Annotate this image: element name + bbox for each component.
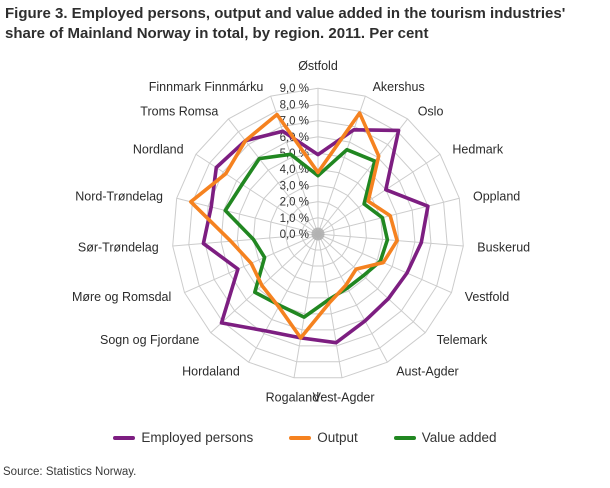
grid-spoke bbox=[317, 233, 426, 334]
radial-tick-label: 3,0 % bbox=[280, 180, 309, 192]
region-label-hedmark: Hedmark bbox=[452, 142, 503, 156]
grid-ring bbox=[188, 103, 448, 363]
series-line-output[interactable] bbox=[189, 111, 399, 340]
grid-spoke bbox=[317, 153, 441, 235]
grid-ring bbox=[220, 136, 416, 331]
legend-swatch-value-added-icon bbox=[393, 435, 416, 440]
grid-spoke bbox=[176, 197, 319, 235]
grid-spoke bbox=[317, 233, 388, 363]
region-label-vestfold: Vestfold bbox=[465, 290, 510, 304]
grid-spoke bbox=[317, 118, 408, 235]
grid-spoke bbox=[210, 233, 319, 334]
region-label-nordland: Nordland bbox=[133, 142, 184, 156]
region-label-s-r-tr-ndelag: Sør-Trøndelag bbox=[78, 240, 159, 254]
region-label-akershus: Akershus bbox=[373, 80, 425, 94]
legend-item-output[interactable]: Output bbox=[289, 430, 358, 445]
legend-label: Output bbox=[317, 430, 358, 445]
legend: Employed persons Output Value added bbox=[0, 430, 610, 445]
series-line-employed-persons[interactable] bbox=[201, 128, 430, 345]
legend-label: Employed persons bbox=[141, 430, 254, 445]
grid-spoke bbox=[293, 233, 319, 378]
grid-ring bbox=[172, 87, 464, 379]
radial-tick-label: 4,0 % bbox=[280, 164, 309, 176]
grid-spoke bbox=[228, 118, 319, 235]
region-label-nord-tr-ndelag: Nord-Trøndelag bbox=[75, 189, 163, 203]
region-label-sogn-og-fjordane: Sogn og Fjordane bbox=[100, 333, 199, 347]
region-label-aust-agder: Aust-Agder bbox=[396, 365, 459, 379]
grid-spoke bbox=[248, 233, 319, 363]
grid-ring bbox=[285, 201, 351, 267]
region-label-oslo: Oslo bbox=[418, 105, 444, 119]
legend-label: Value added bbox=[421, 430, 497, 445]
region-label--stfold: Østfold bbox=[298, 59, 338, 73]
radar-chart-svg: 0,0 %1,0 %2,0 %3,0 %4,0 %5,0 %6,0 %7,0 %… bbox=[72, 59, 530, 405]
radial-tick-label: 2,0 % bbox=[280, 197, 309, 209]
legend-item-employed-persons[interactable]: Employed persons bbox=[113, 430, 253, 445]
legend-item-value-added[interactable]: Value added bbox=[393, 430, 497, 445]
legend-swatch-output-icon bbox=[289, 435, 312, 440]
radial-tick-label: 0,0 % bbox=[280, 229, 309, 241]
series-line-value-added[interactable] bbox=[223, 147, 390, 319]
radial-tick-label: 9,0 % bbox=[280, 83, 309, 95]
region-label-vest-agder: Vest-Agder bbox=[313, 391, 375, 405]
grid-ring bbox=[269, 184, 367, 283]
source-note: Source: Statistics Norway. bbox=[3, 466, 137, 478]
figure-title: Figure 3. Employed persons, output and v… bbox=[5, 5, 566, 42]
region-label-troms-romsa: Troms Romsa bbox=[140, 105, 218, 119]
radial-tick-label: 1,0 % bbox=[280, 213, 309, 225]
legend-swatch-employed-persons-icon bbox=[113, 435, 136, 440]
radar-center-dot bbox=[311, 227, 325, 241]
grid-ring bbox=[236, 152, 400, 315]
region-label-telemark: Telemark bbox=[437, 333, 488, 347]
radar-chart: 0,0 % 1,0 % 2,0 % 3,0 % 4,0 % 5,0 % 6,0 % 7,0 %… bbox=[0, 52, 610, 424]
region-label-m-re-og-romsdal: Møre og Romsdal bbox=[72, 290, 171, 304]
grid-ring bbox=[301, 217, 335, 251]
grid-spoke bbox=[172, 233, 319, 247]
region-label-oppland: Oppland bbox=[473, 189, 520, 203]
grid-spoke bbox=[317, 233, 343, 378]
grid-spoke bbox=[317, 233, 464, 247]
grid-ring bbox=[252, 168, 384, 299]
radial-tick-label: 7,0 % bbox=[280, 116, 309, 128]
region-label-buskerud: Buskerud bbox=[477, 240, 530, 254]
region-label-rogaland: Rogaland bbox=[266, 391, 320, 405]
radial-tick-label: 8,0 % bbox=[280, 99, 309, 111]
region-label-hordaland: Hordaland bbox=[182, 365, 240, 379]
region-label-finnmark-finnm-rku: Finnmark Finnmárku bbox=[149, 80, 264, 94]
